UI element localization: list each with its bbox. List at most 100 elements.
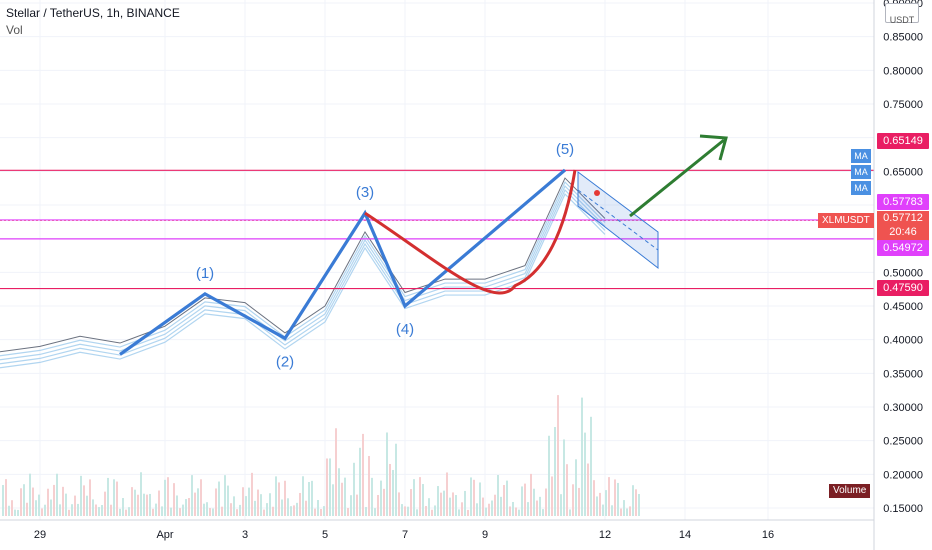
volume-bar [14,509,16,516]
price-tick-label: 0.15000 [883,503,923,515]
price-tick-label: 0.40000 [883,335,923,347]
volume-bar [551,476,553,516]
volume-bar [488,503,490,516]
volume-bar [143,493,145,516]
volume-bar [575,459,577,516]
volume-bar [20,488,22,516]
volume-bar [467,509,469,516]
volume-bar [635,489,637,516]
volume-bar [281,499,283,516]
volume-bar [35,500,37,516]
volume-bar [185,499,187,516]
volume-bar [44,504,46,516]
volume-bar [512,501,514,516]
volume-bar [593,480,595,516]
current-price: 0.57712 [883,212,923,224]
ma-tag-1[interactable]: MA [851,149,871,163]
volume-bar [71,504,73,516]
price-marker [594,190,600,196]
volume-bar [449,497,451,516]
volume-bar [167,477,169,516]
volume-bar [176,495,178,516]
volume-bar [305,500,307,516]
volume-bar [287,498,289,516]
volume-bar [572,484,574,516]
volume-bar [596,496,598,516]
volume-bar [413,479,415,516]
price-tick-label: 0.35000 [883,368,923,380]
volume-bar [302,476,304,516]
time-tick-label: 29 [34,529,46,541]
volume-bar [116,481,118,516]
volume-bar [377,495,379,516]
wave-label: (2) [276,353,294,370]
wave-label: (5) [556,141,574,158]
volume-bar [314,508,316,516]
volume-bar [131,487,133,516]
volume-bar [638,494,640,516]
volume-bar [275,476,277,516]
volume-bar [83,485,85,516]
time-axis-ticks: 29 Apr 3 5 7 9 12 14 16 [34,529,774,541]
volume-bar [482,497,484,516]
volume-bar [254,500,256,516]
volume-bar [101,505,103,516]
volume-bar [65,493,67,516]
bar-countdown: 20:46 [889,226,917,238]
volume-bar [485,507,487,516]
volume-bar [476,503,478,516]
volume-bar [29,473,31,516]
symbol-tag: XLMUSDT [818,213,874,228]
volume-bar [608,477,610,516]
price-tick-label: 0.45000 [883,301,923,313]
volume-bar [62,486,64,516]
volume-bar [152,508,154,516]
price-axis-ticks: 0.900000.850000.800000.750000.700000.650… [883,0,923,515]
horizontal-levels [0,169,874,290]
volume-bar [590,416,592,516]
time-tick-label: 9 [482,529,488,541]
volume-bar [260,494,262,516]
volume-bar [11,500,13,516]
volume-bar [89,479,91,516]
wave-label: (4) [396,321,414,338]
volume-bar [293,505,295,516]
ma-tag-3[interactable]: MA [851,181,871,195]
elliott-wave-line [119,168,567,356]
time-tick-label: 12 [599,529,611,541]
volume-bar [263,509,265,516]
volume-bar [383,488,385,516]
volume-bar [257,489,259,516]
volume-bar [605,490,607,516]
volume-bar [365,507,367,516]
volume-bar [173,483,175,516]
volume-bar [155,503,157,516]
volume-bar [539,496,541,516]
volume-bar [632,485,634,516]
volume-bar [419,477,421,516]
volume-bar [299,492,301,516]
volume-bar [455,495,457,516]
volume-bar [200,479,202,516]
moving-average-line [0,189,606,365]
volume-bar [215,488,217,516]
volume-bar [407,506,409,516]
currency-label[interactable]: .USDT [885,3,919,25]
rounded-bottom-curve [364,169,577,295]
volume-bar [620,508,622,516]
volume-bar [368,455,370,516]
volume-bar [203,503,205,516]
volume-bar [92,499,94,516]
volume-bar [128,507,130,516]
volume-bar [416,509,418,516]
volume-bar [425,506,427,516]
volume-bar [509,506,511,516]
volume-bar [398,492,400,516]
volume-bar [479,482,481,516]
volume-bar [518,509,520,516]
volume-bar [224,475,226,516]
ma-tag-2[interactable]: MA [851,165,871,179]
volume-bar [587,463,589,516]
volume-bar [617,482,619,516]
